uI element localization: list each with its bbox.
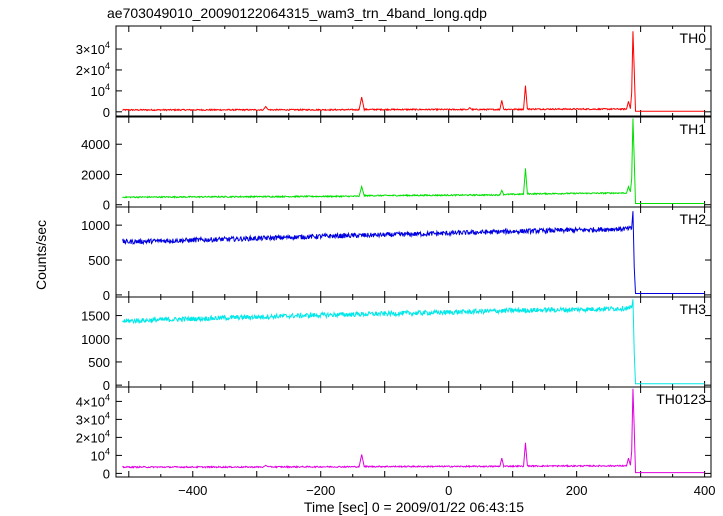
x-tick-label: 400 — [694, 483, 716, 498]
y-tick-label: 2×104 — [76, 61, 110, 78]
panel-frame — [115, 25, 712, 117]
panel-label-th0: TH0 — [680, 30, 707, 46]
x-tick-label: −400 — [178, 483, 207, 498]
y-tick-label: 3×104 — [76, 40, 110, 57]
y-axis-title: Counts/sec — [33, 220, 49, 290]
y-tick-label: 500 — [88, 253, 110, 268]
y-tick-label: 0 — [103, 198, 110, 213]
series-line-th3 — [122, 299, 705, 385]
series-line-th0 — [122, 31, 705, 112]
y-tick-label: 500 — [88, 355, 110, 370]
chart-title: ae703049010_20090122064315_wam3_trn_4ban… — [107, 5, 487, 21]
y-tick-label: 104 — [91, 82, 110, 99]
panel-th2: 0 500 1000 TH2 — [81, 206, 712, 303]
y-tick-label: 0 — [103, 105, 110, 120]
y-tick-label: 3×104 — [76, 410, 110, 427]
panel-frame — [115, 386, 712, 478]
y-tick-label: 1000 — [81, 332, 110, 347]
panel-th3: 0 500 1000 1500 TH3 — [81, 296, 712, 393]
x-tick-label: 200 — [566, 483, 588, 498]
x-tick-label: 0 — [445, 483, 452, 498]
x-tick-labels: −400 −200 0 200 400 — [178, 483, 715, 498]
panel-th1: 0 2000 4000 TH1 — [81, 116, 712, 213]
x-axis-title: Time [sec] 0 = 2009/01/22 06:43:15 — [304, 499, 524, 515]
y-tick-label: 0 — [103, 466, 110, 481]
y-tick-label: 104 — [91, 446, 110, 463]
panel-label-th3: TH3 — [680, 301, 707, 317]
panel-frame — [115, 206, 712, 298]
y-tick-label: 2×104 — [76, 428, 110, 445]
y-tick-label: 4×104 — [76, 392, 110, 409]
y-tick-label: 0 — [103, 288, 110, 303]
y-tick-label: 1000 — [81, 218, 110, 233]
series-line-th0123 — [122, 388, 705, 474]
panel-label-th0123: TH0123 — [656, 391, 706, 407]
panel-label-th1: TH1 — [680, 121, 707, 137]
series-line-th1 — [122, 118, 705, 205]
y-tick-label: 1500 — [81, 309, 110, 324]
y-tick-label: 4000 — [81, 137, 110, 152]
panel-label-th2: TH2 — [680, 211, 707, 227]
series-line-th2 — [121, 211, 705, 295]
panel-th0: 0 104 2×104 3×104 TH0 — [76, 25, 712, 120]
y-tick-label: 0 — [103, 378, 110, 393]
x-tick-label: −200 — [306, 483, 335, 498]
y-tick-label: 2000 — [81, 167, 110, 182]
